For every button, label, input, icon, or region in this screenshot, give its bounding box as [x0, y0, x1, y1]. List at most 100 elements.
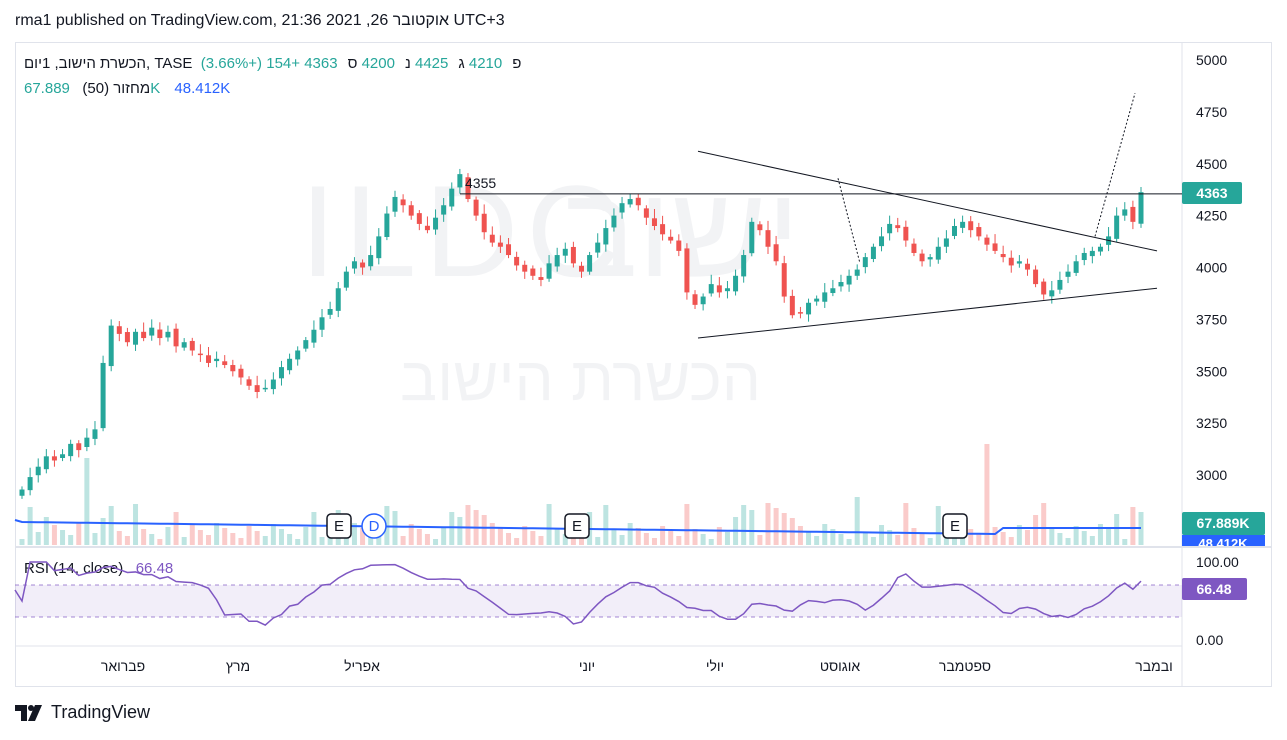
candle-body: [497, 242, 503, 247]
time-tick-label: פברואר: [101, 658, 145, 674]
candle-body: [1114, 215, 1120, 239]
volume-bar: [295, 539, 301, 545]
volume-bar: [773, 508, 779, 545]
candle-body: [854, 269, 860, 276]
volume-bar: [968, 529, 974, 545]
volume-bar: [870, 537, 876, 545]
candle-body: [441, 205, 447, 215]
volume-bar: [651, 538, 657, 545]
watermark-hebrew-name: הכשרת הישוב: [400, 345, 761, 414]
rsi-badge-bg: [1182, 578, 1247, 600]
candle-body: [100, 362, 106, 429]
candle-body: [1130, 206, 1136, 222]
volume-badge: 67.889K: [1197, 515, 1250, 531]
volume-bar: [181, 537, 187, 545]
volume-bar: [165, 527, 171, 545]
volume-bar: [1122, 539, 1128, 545]
volume-bar: [441, 527, 447, 545]
volume-bar: [846, 539, 852, 545]
volume-bar: [887, 530, 893, 545]
candle-body: [554, 255, 560, 267]
footer-brand[interactable]: TradingView: [51, 702, 151, 722]
time-tick-label: ספטמבר: [939, 658, 991, 674]
event-marker-e1[interactable]: E: [326, 513, 352, 539]
volume-bar: [100, 518, 106, 545]
candles: [19, 168, 1144, 499]
candle-body: [311, 329, 317, 343]
candle-body: [27, 477, 33, 491]
volume-bar: [822, 524, 828, 545]
candle-body: [992, 243, 998, 251]
volume-bar: [173, 512, 179, 545]
candle-body: [919, 253, 925, 262]
volume-bar: [27, 507, 33, 545]
candle-body: [222, 361, 228, 366]
change-value: +154 (+3.66%): [200, 55, 301, 72]
dotted-projection-line: [837, 178, 861, 264]
published-line: rma1 published on TradingView.com, 21:36…: [15, 12, 505, 29]
tradingview-logo-icon[interactable]: [15, 704, 45, 721]
volume-bar: [230, 533, 236, 545]
candle-body: [51, 456, 57, 461]
volume-bar: [254, 531, 260, 545]
volume-bar: [1000, 532, 1006, 545]
candle-body: [895, 225, 901, 229]
price-tick-label: 3000: [1196, 467, 1227, 483]
volume-bar: [716, 527, 722, 545]
candle-body: [1016, 261, 1022, 264]
candle-body: [254, 385, 260, 392]
price-badge: 4363: [1196, 185, 1227, 201]
volume-bar: [303, 527, 309, 545]
volume-bar: [514, 538, 520, 545]
candle-body: [124, 332, 130, 343]
candle-body: [206, 355, 211, 363]
rsi-value: 66.48: [135, 560, 174, 577]
candle-body: [806, 302, 812, 315]
event-marker-e2[interactable]: E: [564, 513, 590, 539]
event-marker-e3[interactable]: E: [942, 513, 968, 539]
candle-body: [943, 238, 949, 247]
volume-bar: [116, 531, 122, 545]
candle-body: [952, 226, 957, 236]
candle-body: [708, 284, 714, 294]
volume-bar: [51, 525, 57, 545]
candle-body: [1138, 192, 1144, 224]
volume-bar: [595, 537, 601, 545]
candle-body: [684, 248, 690, 293]
candle-body: [392, 196, 398, 212]
volume-bar: [546, 504, 552, 545]
candle-body: [457, 174, 463, 188]
volume-bar: [287, 534, 293, 545]
symbol-label[interactable]: הכשרת הישוב, 1יום, TASE: [24, 55, 193, 72]
price-axis: 3000 3250 3500 3750 4000 4250 4500 4750 5000: [1196, 52, 1227, 483]
candle-body: [562, 248, 568, 256]
volume-bar: [1089, 536, 1095, 545]
candle-body: [92, 429, 98, 439]
candle-body: [400, 199, 406, 206]
volume-bar: [149, 534, 155, 545]
candle-body: [968, 221, 974, 231]
volume-legend: מחזור (50) 67.889K 48.412K: [24, 80, 230, 97]
candle-body: [238, 368, 244, 378]
candle-body: [692, 294, 698, 305]
candle-body: [368, 255, 374, 267]
svg-text:E: E: [334, 518, 344, 535]
candle-body: [741, 255, 747, 277]
candle-body: [814, 298, 820, 302]
volume-bar: [862, 532, 868, 545]
volume-bar: [749, 510, 755, 545]
volume-bar: [76, 523, 82, 545]
time-tick-label: יוני: [579, 658, 595, 674]
volume-bar: [246, 526, 252, 545]
candle-body: [1089, 250, 1095, 257]
volume-bar: [238, 538, 244, 545]
candle-body: [619, 203, 625, 213]
volume-label[interactable]: מחזור (50): [82, 80, 151, 97]
candle-body: [1097, 246, 1103, 252]
candle-body: [351, 261, 357, 269]
candle-body: [424, 225, 430, 231]
volume-bar: [481, 515, 487, 545]
rsi-band: [15, 585, 1182, 617]
event-marker-d[interactable]: D: [361, 513, 387, 539]
